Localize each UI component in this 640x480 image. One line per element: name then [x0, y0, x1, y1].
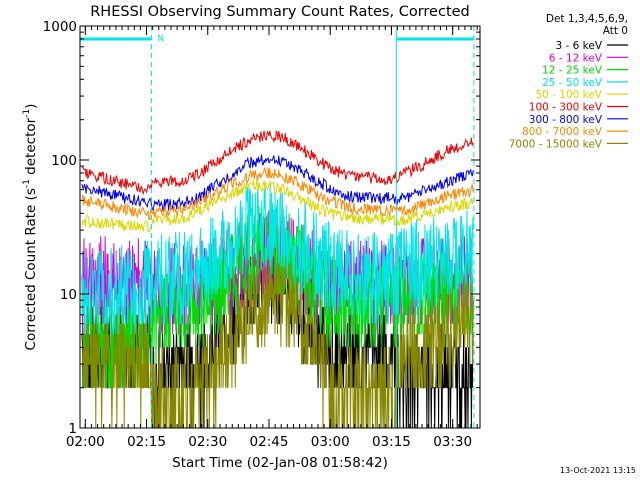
night-label: N: [157, 34, 164, 44]
x-tick-label: 02:00: [66, 434, 105, 450]
x-tick-label: 02:15: [127, 434, 166, 450]
y-tick-label: 100: [51, 153, 77, 169]
legend-header: Att 0: [603, 25, 628, 37]
y-axis-label-exponent: -1: [22, 109, 32, 118]
series-800-7000-kevline: [81, 167, 474, 221]
legend-entry-label: 25 - 50 keV: [542, 77, 603, 89]
footer-timestamp: 13-Oct-2021 13:15: [560, 466, 636, 475]
legend-entry-label: 6 - 12 keV: [549, 52, 603, 64]
legend-entry-label: 300 - 800 keV: [529, 114, 603, 126]
series-7000-15000-kevline: [82, 253, 474, 428]
x-tick-label: 03:15: [372, 434, 411, 450]
legend-entry-label: 12 - 25 keV: [542, 65, 603, 77]
x-axis: 02:00 02:15 02:30 02:45 03:00 03:15 03:30: [66, 26, 478, 450]
y-axis: 1 10 100 1000: [43, 19, 480, 437]
x-tick-label: 02:45: [250, 434, 289, 450]
legend-header: Det 1,3,4,5,6,9,: [546, 13, 628, 25]
y-axis-label: Corrected Count Rate (s-1 detector-1): [22, 104, 39, 351]
y-axis-label-exponent: -1: [22, 179, 32, 188]
legend-entry-label: 800 - 7000 keV: [522, 126, 603, 138]
y-axis-label-part: ): [23, 104, 39, 109]
series-300-800-kevline: [81, 154, 474, 213]
y-tick-label: 10: [60, 287, 77, 303]
legend-entry-label: 100 - 300 keV: [529, 102, 603, 114]
legend-entry-label: 3 - 6 keV: [555, 40, 602, 52]
y-tick-label: 1: [68, 421, 77, 437]
legend-entry-label: 7000 - 15000 keV: [509, 138, 603, 150]
chart-title: RHESSI Observing Summary Count Rates, Co…: [90, 4, 470, 20]
x-tick-label: 03:30: [433, 434, 472, 450]
plot-frame: [79, 25, 481, 429]
x-axis-label: Start Time (02-Jan-08 01:58:42): [172, 455, 388, 471]
x-tick-label: 02:30: [188, 434, 227, 450]
y-axis-label-part: detector: [23, 117, 39, 179]
series-25-50-kevline: [81, 182, 474, 335]
x-tick-label: 03:00: [311, 434, 350, 450]
y-tick-label: 1000: [43, 19, 77, 35]
y-axis-label-part: Corrected Count Rate (s: [23, 188, 39, 350]
series-100-300-kevline: [81, 130, 474, 196]
series-layer: [81, 130, 474, 428]
legend-entry-label: 50 - 100 keV: [535, 89, 602, 101]
series-50-100-kevline: [81, 179, 474, 233]
